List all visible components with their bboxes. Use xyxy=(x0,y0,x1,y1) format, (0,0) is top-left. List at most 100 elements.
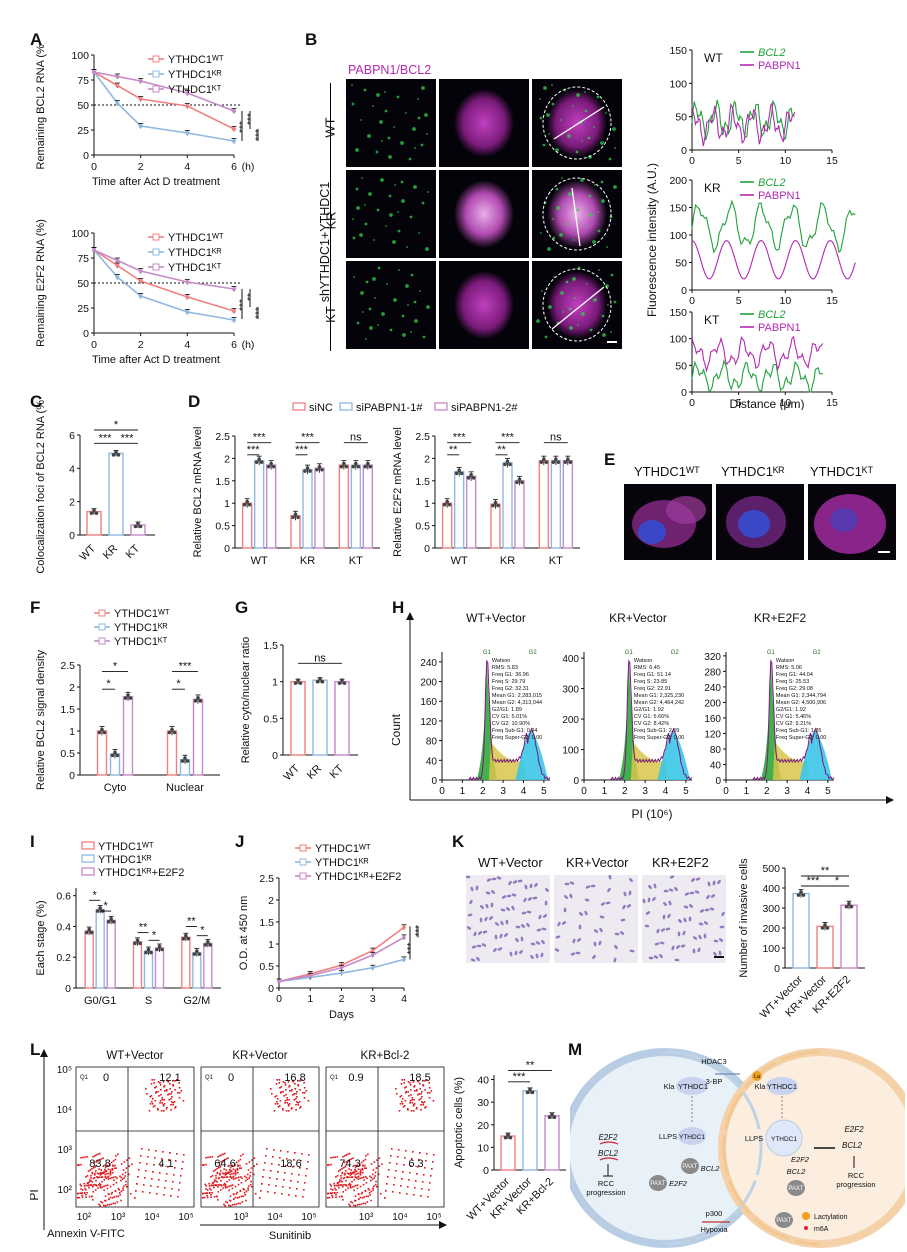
event-dot xyxy=(165,1107,168,1109)
event-dot xyxy=(226,1180,228,1183)
rna-foci xyxy=(613,185,617,189)
event-dot xyxy=(171,1101,173,1103)
event-dot xyxy=(115,1195,118,1198)
rcc-label: RCC xyxy=(848,1171,865,1180)
event-dot xyxy=(428,1082,431,1084)
rna-foci xyxy=(601,314,605,318)
event-dot xyxy=(215,1180,217,1182)
rna-foci xyxy=(417,116,421,120)
data-point xyxy=(368,464,373,469)
event-dot xyxy=(109,1172,112,1174)
rna-foci xyxy=(548,305,552,309)
nucleus xyxy=(547,180,607,248)
peak-label: G1 xyxy=(483,650,492,656)
bar xyxy=(241,502,253,549)
event-dot xyxy=(359,1169,362,1171)
event-dot xyxy=(140,1155,142,1157)
event-dot xyxy=(354,1195,357,1198)
event-dot xyxy=(244,1194,246,1196)
x-tick-label: 10⁵ xyxy=(178,1212,193,1223)
data-point xyxy=(305,466,310,470)
event-dot xyxy=(224,1187,227,1189)
event-dot xyxy=(168,1093,171,1095)
data-point xyxy=(192,952,197,956)
event-dot xyxy=(358,1203,361,1206)
event-dot xyxy=(291,1080,294,1082)
event-dot xyxy=(129,1192,132,1195)
invaded-cell xyxy=(598,940,602,946)
rna-foci xyxy=(414,147,416,149)
bar xyxy=(290,515,301,549)
event-dot xyxy=(233,1172,235,1175)
legend-swatch xyxy=(339,402,353,411)
event-dot xyxy=(163,1103,166,1105)
event-dot xyxy=(217,1167,220,1169)
event-dot xyxy=(152,1171,154,1173)
event-dot xyxy=(327,1192,329,1195)
event-dot xyxy=(179,1182,181,1184)
sig-label: * xyxy=(176,678,181,690)
event-dot xyxy=(162,1151,164,1153)
invaded-cell xyxy=(709,907,715,911)
data-point xyxy=(206,940,210,944)
plot-title: KR+E2F2 xyxy=(754,611,807,625)
event-dot xyxy=(209,1156,211,1158)
watson-stat: Freq Sub-G1: 0.94 xyxy=(492,728,538,734)
event-dot xyxy=(296,1188,298,1190)
event-dot xyxy=(250,1167,253,1169)
arrow-head xyxy=(40,1049,48,1057)
panel-e-micrographs xyxy=(624,484,896,560)
bcl2-label: BCL2 xyxy=(598,1149,619,1158)
event-dot xyxy=(365,1195,368,1198)
x-tick-label: G0/G1 xyxy=(84,995,116,1007)
paxt-label: PAXT xyxy=(682,1164,698,1170)
event-dot xyxy=(277,1106,280,1108)
rna-foci xyxy=(410,273,414,277)
y-tick-label: 0 xyxy=(69,770,75,782)
event-dot xyxy=(399,1192,401,1194)
event-dot xyxy=(243,1192,246,1194)
event-dot xyxy=(337,1170,340,1172)
data-point xyxy=(146,947,151,952)
event-dot xyxy=(249,1171,252,1174)
data-point xyxy=(133,524,138,529)
y-axis-title: PI xyxy=(30,1189,41,1200)
legend-marker xyxy=(299,844,307,852)
invaded-cell xyxy=(520,924,526,928)
event-dot xyxy=(396,1163,398,1165)
event-dot xyxy=(91,1180,93,1183)
e2f2-label: E2F2 xyxy=(791,1155,810,1164)
sig-label: ** xyxy=(187,915,196,927)
panel-label-b: B xyxy=(305,30,318,49)
invaded-cell xyxy=(575,951,581,955)
watson-stat: Freq G1: 36.96 xyxy=(492,672,529,678)
event-dot xyxy=(370,1179,372,1182)
invaded-cell xyxy=(540,952,544,958)
event-dot xyxy=(354,1166,357,1169)
event-dot xyxy=(356,1187,359,1190)
data-point xyxy=(266,464,271,469)
y-tick-label: 0 xyxy=(83,150,89,162)
event-dot xyxy=(348,1159,351,1161)
event-dot xyxy=(247,1189,249,1191)
event-dot xyxy=(235,1161,238,1164)
event-dot xyxy=(424,1080,426,1082)
event-dot xyxy=(170,1195,172,1197)
sig-label: * xyxy=(93,889,98,901)
panel-label-k: K xyxy=(452,832,465,851)
ythdc1-label: YTHDC1 xyxy=(767,1082,797,1091)
event-dot xyxy=(334,1187,336,1190)
event-dot xyxy=(299,1089,301,1091)
y-tick-label: 25 xyxy=(77,125,89,137)
data-point xyxy=(506,1132,510,1137)
event-dot xyxy=(151,1098,154,1100)
event-dot xyxy=(422,1085,425,1087)
bar xyxy=(96,730,108,776)
event-dot xyxy=(135,1190,137,1192)
invaded-cell xyxy=(703,933,707,939)
event-dot xyxy=(334,1192,336,1194)
y-tick-label: 2.5 xyxy=(259,873,274,885)
event-dot xyxy=(100,1158,103,1160)
event-dot xyxy=(403,1105,406,1107)
event-dot xyxy=(420,1104,422,1106)
